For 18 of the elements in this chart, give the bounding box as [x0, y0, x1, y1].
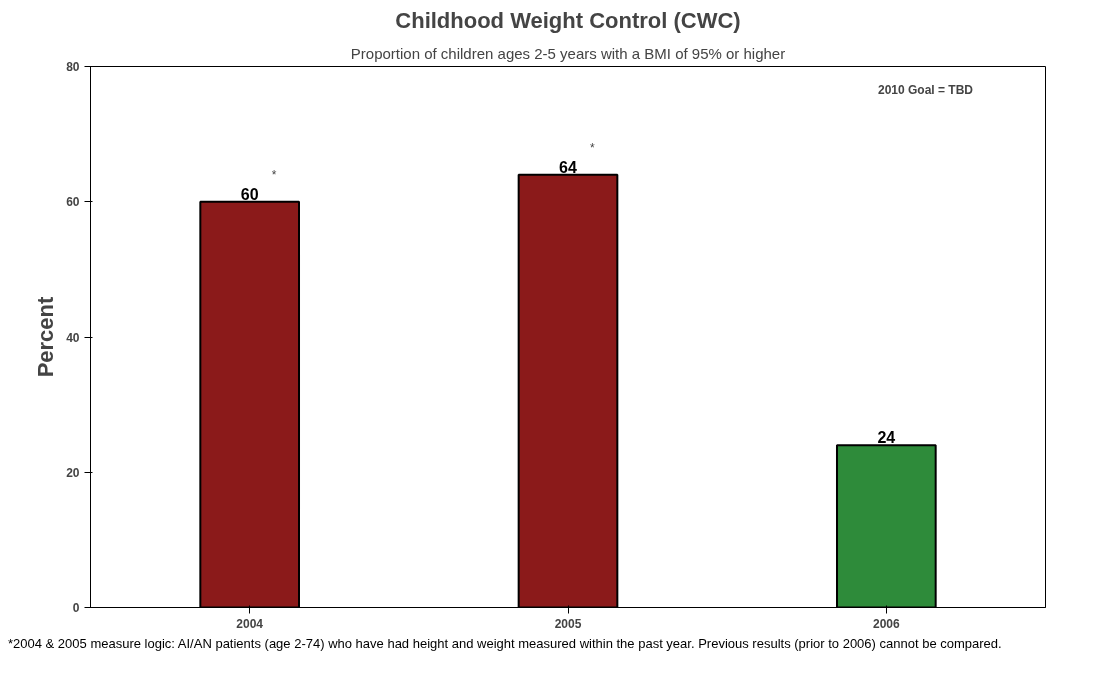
y-tick-label: 40	[66, 330, 80, 345]
y-tick-label: 20	[66, 465, 80, 480]
x-tick-label: 2006	[872, 616, 901, 631]
data-label: 24	[877, 429, 896, 447]
annotation: 2010 Goal = TBD	[877, 82, 974, 97]
y-tick-label: 60	[66, 195, 80, 210]
y-tick-label: 0	[72, 601, 80, 615]
annotation: *	[590, 140, 595, 155]
x-tick-label: 2005	[554, 616, 582, 631]
x-tick-label: 2004	[236, 616, 264, 631]
annotation: *	[271, 167, 277, 182]
chart-subtitle: Proportion of children ages 2-5 years with a BMI of 95% or higher	[350, 44, 786, 62]
y-axis-title: Percent	[33, 295, 59, 378]
y-tick-label: 80	[66, 60, 80, 74]
text: *2004 & 2005 measure logic: AI/AN patients (age 2-74) who have had height and weight measured within the past year. Previous results (prior to 2006) cannot be compared.	[8, 635, 1002, 653]
chart-title: Childhood Weight Control (CWC)	[395, 7, 741, 33]
data-label: 64	[559, 158, 577, 176]
data-label: 60	[240, 185, 259, 203]
